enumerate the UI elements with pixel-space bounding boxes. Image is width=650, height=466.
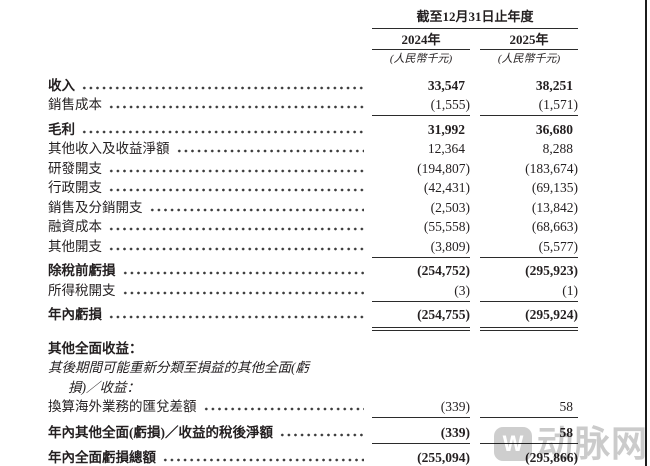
dot-leader [175,148,364,154]
row-label: 毛利 [48,121,75,137]
table-row-oci-note-line2: 損)／收益： [0,376,650,396]
page-edge-line [644,0,647,466]
subtotal-rule [0,417,650,419]
value-2025: (295,866) [525,450,578,465]
year-header-2024: 2024年 [372,32,470,50]
dot-leader [121,289,364,296]
row-label: 所得稅開支 [48,282,116,298]
value-2025: (1,571) [538,97,578,112]
table-row-gross-profit: 毛利 31,992 36,680 [0,118,650,138]
subtotal-rule [0,300,650,303]
value-2025: (295,923) [525,263,578,278]
year-header-2025: 2025年 [480,32,578,50]
value-2024: (3) [454,282,470,298]
value-2024: (55,558) [423,219,470,234]
value-2024: (42,431) [423,180,470,195]
table-row-cost-of-sales: 銷售成本 (1,555) (1,571) [0,94,650,114]
value-2024: (3,809) [430,238,470,254]
value-2024: (339) [440,424,470,440]
table-row-revenue: 收入 33,547 38,251 [0,74,650,94]
row-label: 行政開支 [48,180,102,195]
value-2024: 12,364 [427,141,465,156]
value-2025: 58 [559,424,574,440]
row-label: 其他開支 [48,238,102,254]
dot-leader [121,270,364,276]
table-row-selling-distribution-expenses: 銷售及分銷開支 (2,503) (13,842) [0,196,650,216]
value-2024: (2,503) [430,199,470,215]
table-row-admin-expenses: 行政開支 (42,431) (69,135) [0,177,650,197]
row-label: 年內其他全面(虧損)／收益的稅後淨額 [48,424,273,440]
value-2025: 58 [559,399,574,414]
table-header: 截至12月31日止年度 [0,9,650,29]
row-label: 換算海外業務的匯兌差額 [48,399,197,414]
row-label: 其他收入及收益淨額 [48,141,170,156]
dot-leader [162,457,364,463]
table-row-loss-for-year: 年內虧損 (254,755) (295,924) [0,304,650,324]
value-2025: (69,135) [531,180,578,195]
dot-leader [108,314,364,320]
value-2025: (13,842) [531,199,578,215]
table-row-rd-expenses: 研發開支 (194,807) (183,674) [0,157,650,177]
value-2024: (1,555) [430,97,470,112]
value-2024: (339) [440,399,470,414]
unit-label-2025: (人民幣千元) [497,53,561,65]
value-2024: 31,992 [427,121,465,137]
value-2025: 38,251 [535,77,573,93]
row-label: 融資成本 [48,219,102,234]
row-label: 其他全面收益： [48,340,143,356]
dot-leader [108,187,364,193]
subtotal-rule [0,115,650,117]
row-label: 其後期間可能重新分類至損益的其他全面(虧 [48,360,309,375]
table-row-finance-costs: 融資成本 (55,558) (68,663) [0,216,650,236]
table-row-exchange-differences: 換算海外業務的匯兌差額 (339) 58 [0,396,650,416]
dot-leader [108,226,364,232]
row-label: 除稅前虧損 [48,263,116,278]
value-2024: (194,807) [417,160,470,176]
dot-leader [279,431,364,438]
table-row-other-expenses: 其他開支 (3,809) (5,577) [0,235,650,255]
table-row-total-comprehensive-loss: 年內全面虧損總額 (255,094) (295,866) [0,447,650,466]
year-header-row: 2024年 2025年 [0,32,650,50]
unit-header-row: (人民幣千元) (人民幣千元) [0,51,650,67]
row-label: 研發開支 [48,160,102,176]
table-row-loss-before-tax: 除稅前虧損 (254,752) (295,923) [0,260,650,280]
period-header: 截至12月31日止年度 [372,9,578,29]
table-row-other-comprehensive-income-header: 其他全面收益： [0,337,650,357]
value-2025: 36,680 [535,121,573,137]
value-2025: (1) [562,282,578,298]
row-label: 年內全面虧損總額 [48,450,156,465]
row-label: 損)／收益： [68,379,140,395]
value-2024: (254,755) [417,307,470,322]
value-2024: 33,547 [427,77,465,93]
total-double-rule [0,327,650,332]
dot-leader [202,406,364,412]
dot-leader [108,245,364,252]
value-2025: (295,924) [525,307,578,322]
table-row-income-tax-expense: 所得稅開支 (3) (1) [0,279,650,299]
value-2024: (254,752) [417,263,470,278]
value-2025: (183,674) [525,160,578,176]
dot-leader [108,167,364,174]
dot-leader [81,84,364,91]
dot-leader [108,104,364,110]
row-label: 銷售及分銷開支 [48,199,143,215]
subtotal-rule [0,442,650,445]
value-2025: (68,663) [531,219,578,234]
row-label: 銷售成本 [48,97,102,112]
row-label: 年內虧損 [48,307,102,322]
subtotal-rule [0,256,650,259]
dot-leader [148,206,364,213]
table-row-oci-net-of-tax: 年內其他全面(虧損)／收益的稅後淨額 (339) 58 [0,421,650,441]
row-label: 收入 [48,77,75,93]
table-row-other-income-net: 其他收入及收益淨額 12,364 8,288 [0,138,650,158]
unit-label-2024: (人民幣千元) [389,53,453,65]
value-2025: (5,577) [538,238,578,254]
value-2025: 8,288 [542,141,573,156]
dot-leader [81,128,364,135]
table-row-oci-note-line1: 其後期間可能重新分類至損益的其他全面(虧 [0,357,650,377]
value-2024: (255,094) [417,450,470,465]
